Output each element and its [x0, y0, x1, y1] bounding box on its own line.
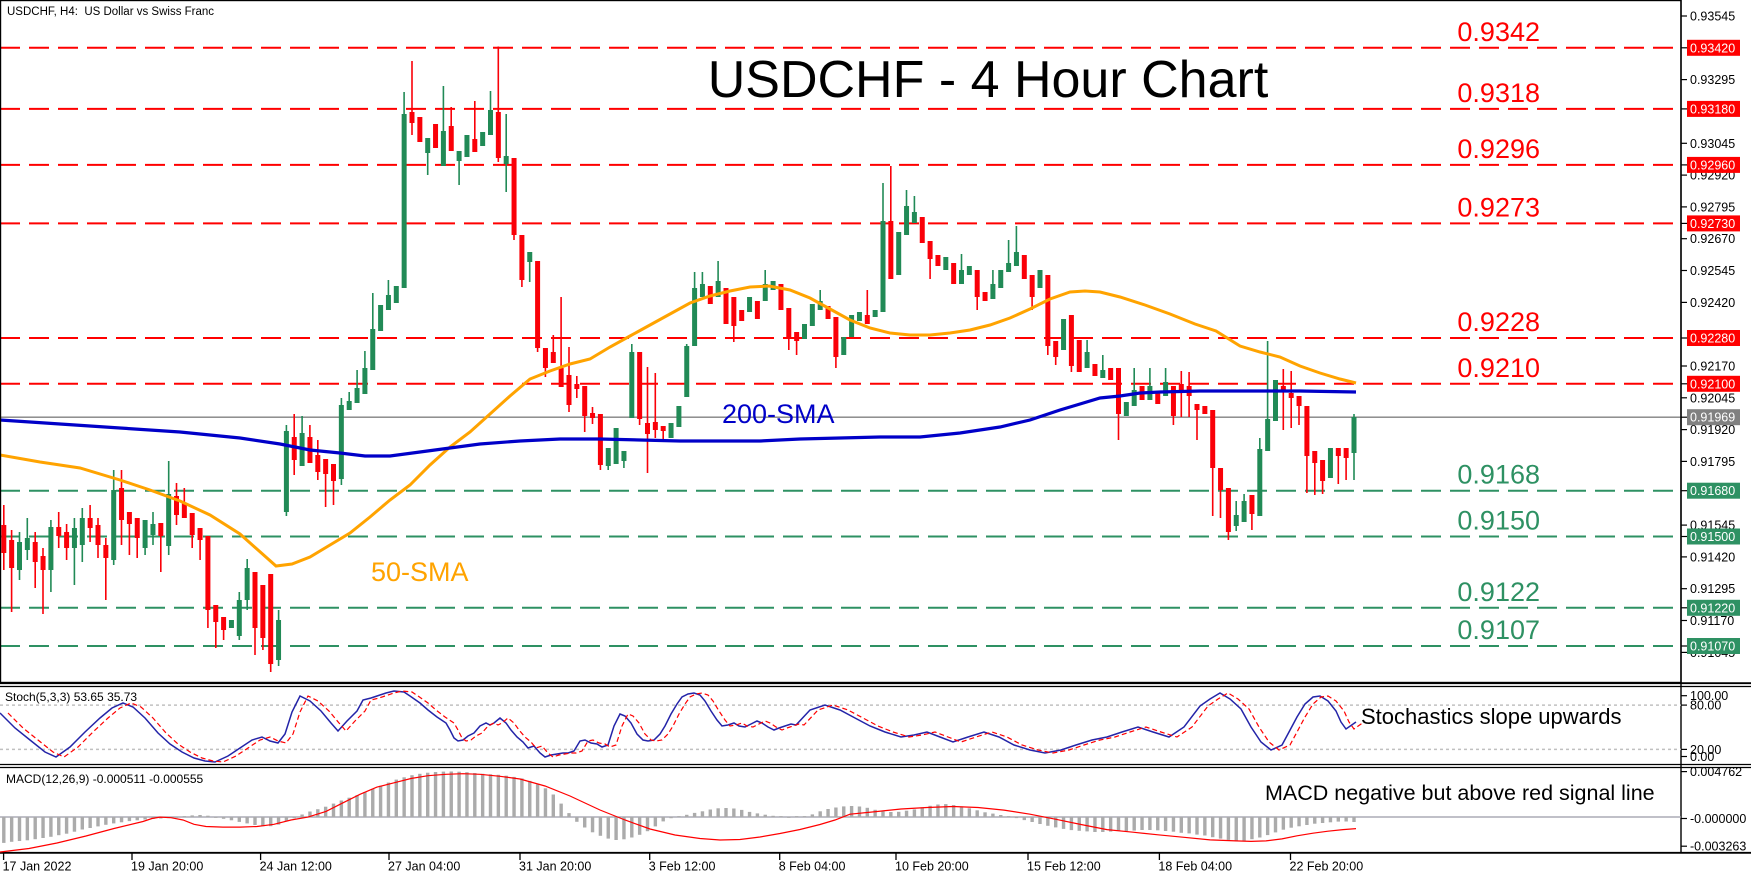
svg-text:0.92280: 0.92280 — [1690, 332, 1735, 346]
svg-text:0.91920: 0.91920 — [1690, 423, 1735, 437]
svg-text:0.92170: 0.92170 — [1690, 360, 1735, 374]
svg-text:0.91295: 0.91295 — [1690, 582, 1735, 596]
svg-text:0.93420: 0.93420 — [1690, 41, 1735, 55]
svg-text:10 Feb 20:00: 10 Feb 20:00 — [895, 860, 969, 874]
svg-text:USDCHF - 4 Hour Chart: USDCHF - 4 Hour Chart — [708, 51, 1269, 109]
svg-text:-0.000000: -0.000000 — [1690, 812, 1746, 826]
svg-text:-0.003263: -0.003263 — [1690, 840, 1746, 854]
svg-text:0.9122: 0.9122 — [1457, 577, 1540, 607]
svg-text:MACD negative but above red si: MACD negative but above red signal line — [1265, 781, 1655, 805]
svg-text:80.00: 80.00 — [1690, 699, 1721, 713]
svg-text:0.91170: 0.91170 — [1690, 614, 1734, 628]
svg-text:0.93545: 0.93545 — [1690, 10, 1735, 24]
svg-text:0.92960: 0.92960 — [1690, 158, 1735, 172]
svg-text:0.9318: 0.9318 — [1457, 78, 1540, 108]
svg-text:0.9150: 0.9150 — [1457, 506, 1540, 536]
svg-text:20.00: 20.00 — [1690, 743, 1721, 757]
svg-text:0.00: 0.00 — [1690, 750, 1714, 764]
svg-text:0.92795: 0.92795 — [1690, 200, 1735, 214]
svg-text:24 Jan 12:00: 24 Jan 12:00 — [260, 860, 332, 874]
svg-text:0.93180: 0.93180 — [1690, 102, 1735, 116]
svg-text:0.9107: 0.9107 — [1457, 615, 1540, 645]
svg-text:0.92045: 0.92045 — [1690, 391, 1735, 405]
svg-text:0.92100: 0.92100 — [1690, 377, 1735, 391]
svg-text:0.9168: 0.9168 — [1457, 460, 1540, 490]
svg-text:Stochastics slope upwards: Stochastics slope upwards — [1361, 704, 1621, 729]
svg-text:USDCHF, H4: US Dollar vs Swis: USDCHF, H4: US Dollar vs Swiss Franc — [7, 6, 214, 18]
svg-text:Stoch(5,3,3) 53.65 35.73: Stoch(5,3,3) 53.65 35.73 — [5, 690, 137, 704]
svg-text:0.92420: 0.92420 — [1690, 296, 1735, 310]
svg-text:0.9296: 0.9296 — [1457, 134, 1540, 164]
svg-text:0.004762: 0.004762 — [1690, 765, 1742, 779]
svg-text:8 Feb 04:00: 8 Feb 04:00 — [779, 860, 846, 874]
svg-text:0.91070: 0.91070 — [1690, 640, 1735, 654]
svg-text:0.9342: 0.9342 — [1457, 17, 1540, 47]
svg-text:0.9273: 0.9273 — [1457, 192, 1540, 222]
svg-text:18 Feb 04:00: 18 Feb 04:00 — [1158, 860, 1232, 874]
svg-text:MACD(12,26,9) -0.000511 -0.000: MACD(12,26,9) -0.000511 -0.000555 — [6, 772, 204, 786]
svg-text:31 Jan 20:00: 31 Jan 20:00 — [519, 860, 591, 874]
svg-text:15 Feb 12:00: 15 Feb 12:00 — [1027, 860, 1101, 874]
svg-text:0.91420: 0.91420 — [1690, 550, 1735, 564]
svg-text:200-SMA: 200-SMA — [722, 399, 835, 429]
svg-text:0.9210: 0.9210 — [1457, 353, 1540, 383]
svg-text:0.93045: 0.93045 — [1690, 137, 1735, 151]
svg-text:0.93295: 0.93295 — [1690, 73, 1735, 87]
svg-text:22 Feb 20:00: 22 Feb 20:00 — [1290, 860, 1364, 874]
svg-text:0.91500: 0.91500 — [1690, 530, 1735, 544]
svg-text:0.91795: 0.91795 — [1690, 455, 1735, 469]
svg-text:0.92545: 0.92545 — [1690, 264, 1735, 278]
svg-text:27 Jan 04:00: 27 Jan 04:00 — [388, 860, 460, 874]
svg-text:0.9228: 0.9228 — [1457, 307, 1540, 337]
svg-text:3 Feb 12:00: 3 Feb 12:00 — [649, 860, 716, 874]
svg-text:17 Jan 2022: 17 Jan 2022 — [3, 860, 72, 874]
svg-text:100.00: 100.00 — [1690, 689, 1728, 703]
svg-text:0.91969: 0.91969 — [1690, 411, 1735, 425]
svg-text:50-SMA: 50-SMA — [371, 557, 469, 587]
svg-text:0.92730: 0.92730 — [1690, 217, 1735, 231]
svg-text:0.92670: 0.92670 — [1690, 232, 1735, 246]
svg-text:0.91680: 0.91680 — [1690, 484, 1735, 498]
svg-text:19 Jan 20:00: 19 Jan 20:00 — [131, 860, 203, 874]
svg-text:0.91220: 0.91220 — [1690, 601, 1735, 615]
